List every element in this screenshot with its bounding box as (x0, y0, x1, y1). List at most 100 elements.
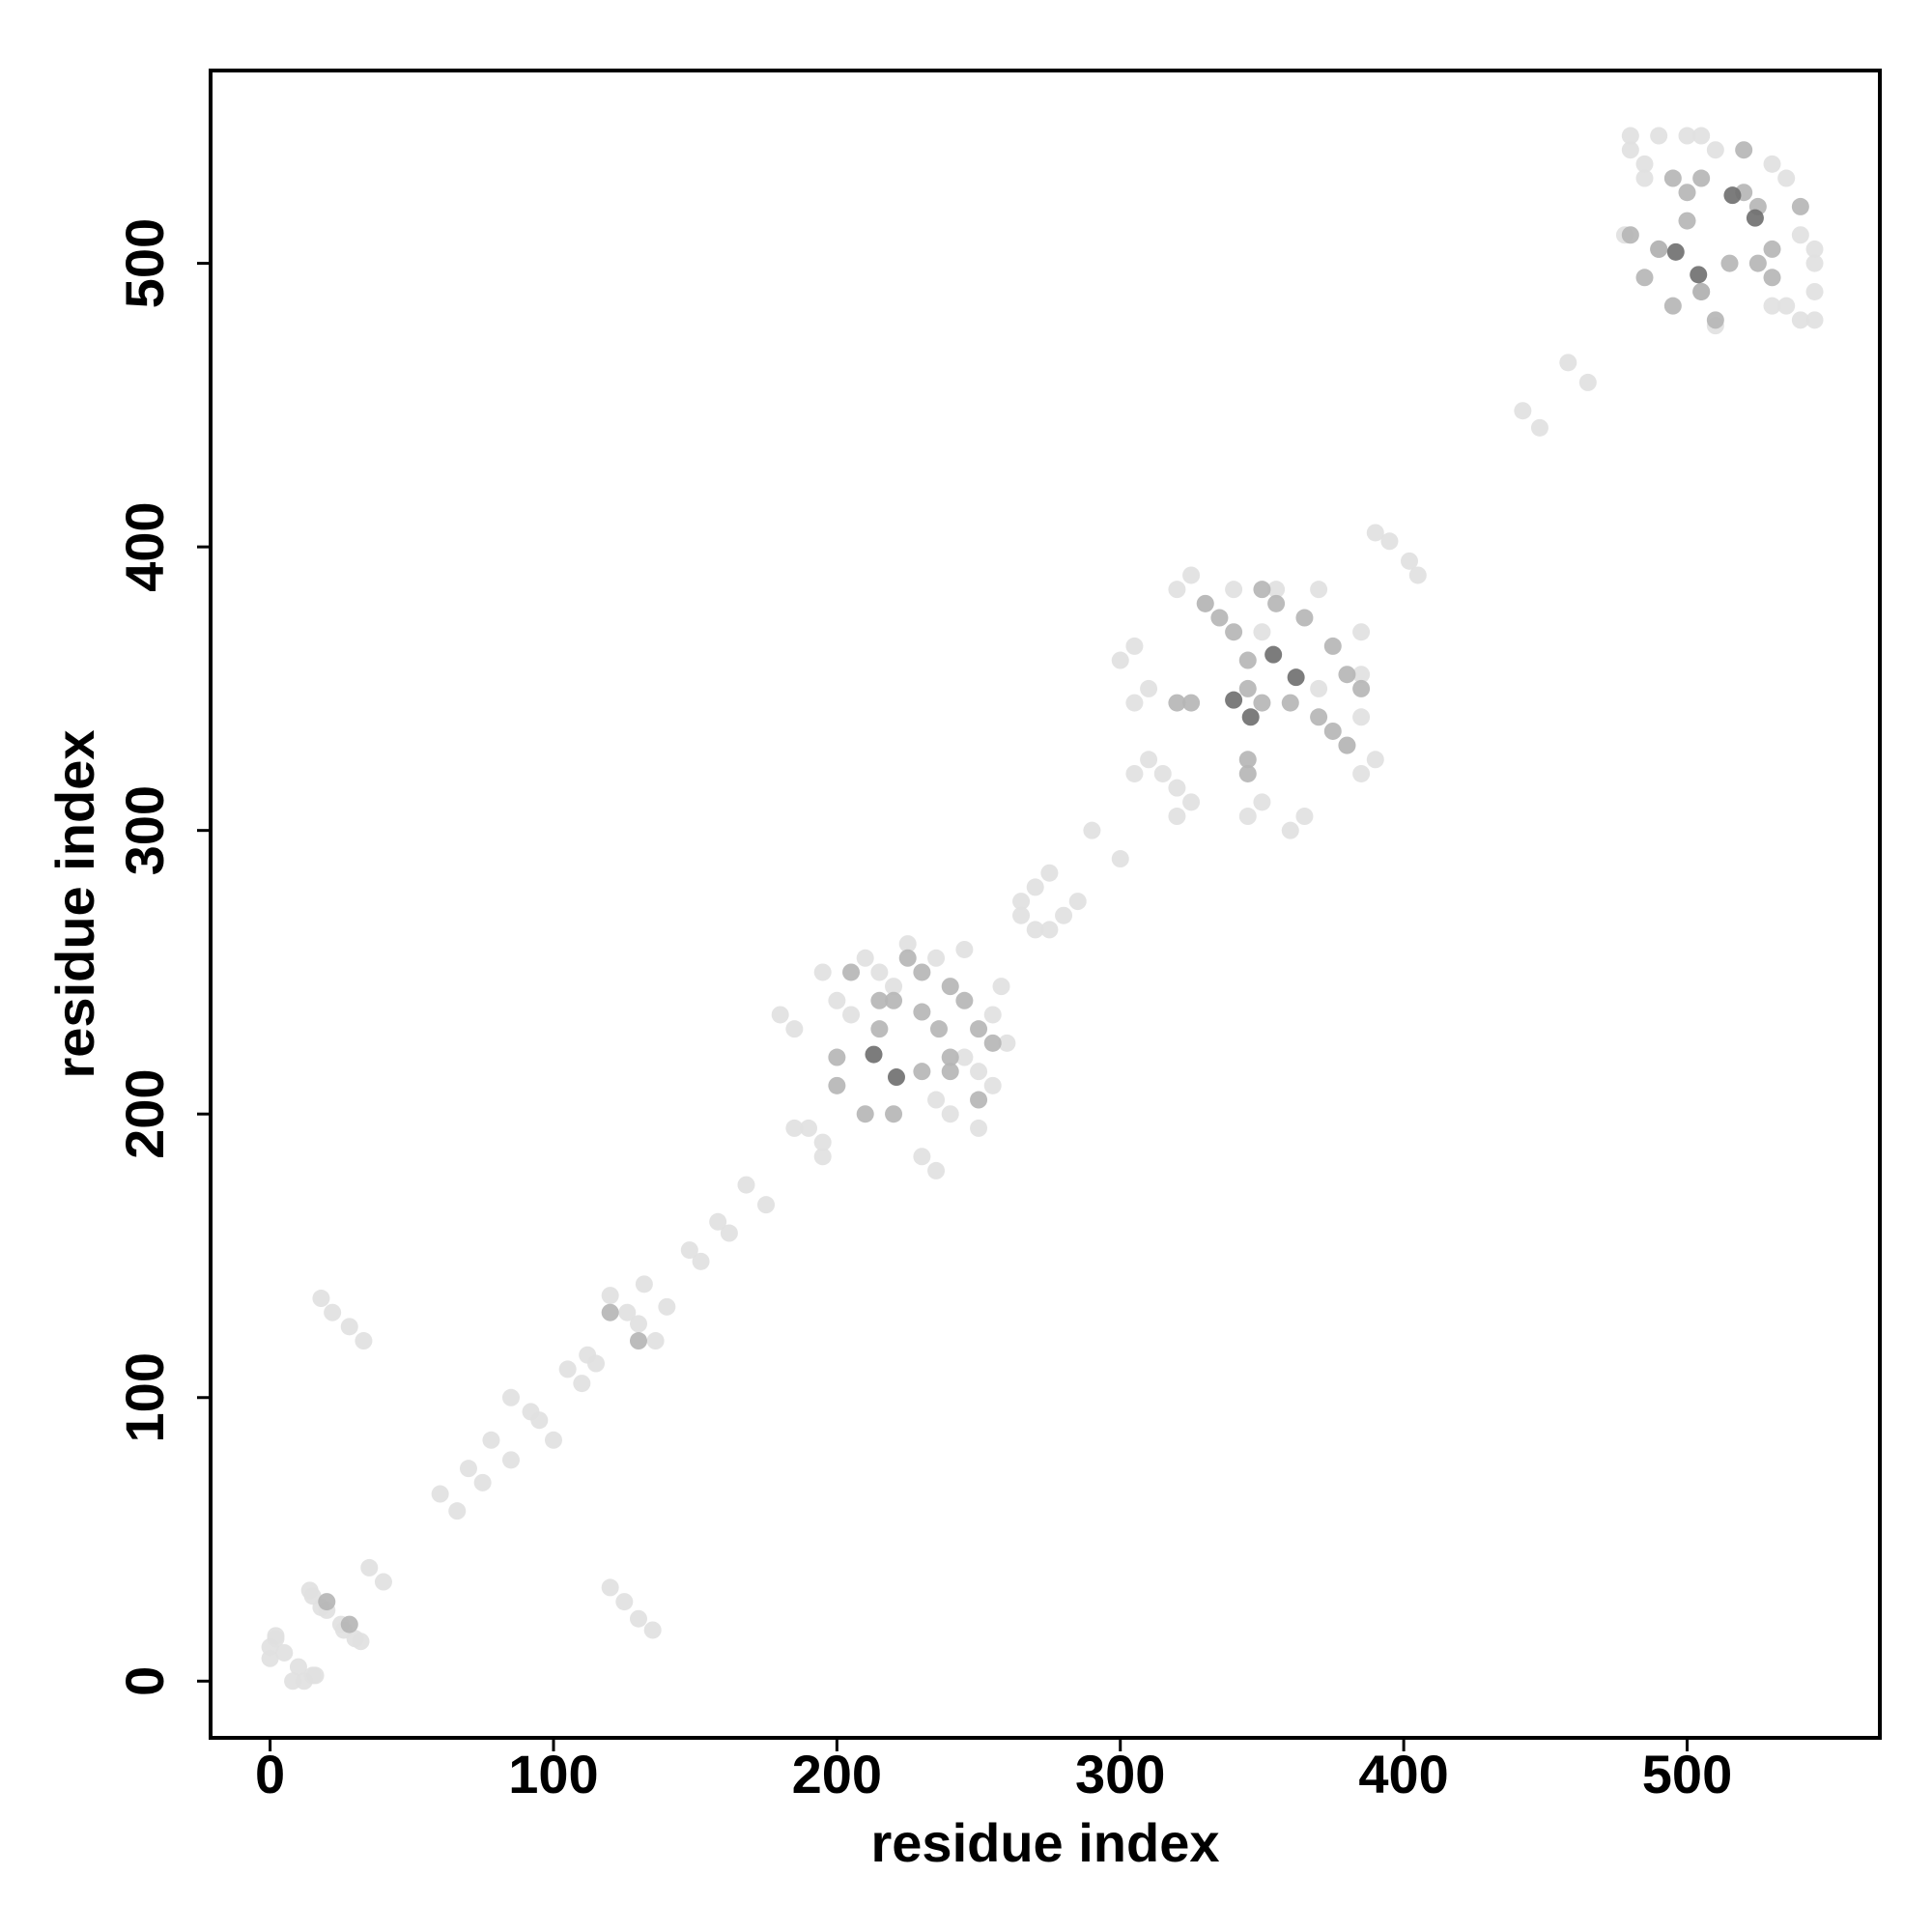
contact-point (720, 1224, 738, 1242)
contact-point (828, 991, 846, 1009)
contact-point (1238, 651, 1257, 669)
contact-point (318, 1593, 336, 1611)
contact-point (558, 1360, 577, 1378)
contact-point (1026, 878, 1044, 896)
contact-point (1111, 850, 1129, 868)
contact-point (1338, 666, 1356, 684)
contact-point (1253, 793, 1271, 811)
contact-point (658, 1297, 676, 1316)
contact-point (1530, 418, 1548, 437)
x-tick-label: 200 (792, 1744, 882, 1804)
x-axis-title: residue index (870, 1812, 1219, 1873)
contact-point (267, 1627, 285, 1645)
contact-point (289, 1658, 307, 1676)
contact-point (1352, 623, 1371, 641)
contact-point (1746, 209, 1764, 227)
contact-point (1225, 623, 1243, 641)
contact-point (1805, 282, 1824, 300)
contact-point (1352, 764, 1371, 782)
contact-point (1182, 793, 1201, 811)
contact-point (913, 1003, 931, 1021)
contact-point (1287, 668, 1305, 687)
contact-point (1281, 821, 1299, 839)
contact-point (813, 1148, 832, 1166)
contact-point (970, 1020, 988, 1038)
contact-point (870, 991, 889, 1009)
y-axis-title: residue index (44, 729, 105, 1078)
contact-point (1690, 266, 1708, 284)
x-tick-label: 100 (508, 1744, 598, 1804)
contact-point (970, 1091, 988, 1109)
contact-point (1621, 141, 1639, 159)
contact-point (983, 1034, 1002, 1052)
contact-point (1225, 691, 1243, 709)
contact-point (828, 1048, 846, 1066)
contact-point (941, 1048, 959, 1066)
contact-point (1253, 581, 1271, 599)
contact-point (970, 1119, 988, 1137)
contact-point (459, 1460, 477, 1478)
contact-point (1323, 722, 1342, 740)
contact-point (473, 1473, 492, 1492)
contact-point (941, 1105, 959, 1123)
contact-point (300, 1581, 319, 1600)
contact-point (303, 1666, 322, 1685)
contact-point (1295, 808, 1314, 826)
contact-point (1040, 921, 1059, 939)
contact-point (482, 1431, 500, 1449)
contact-point (360, 1558, 379, 1577)
contact-point (601, 1578, 619, 1597)
contact-point (1735, 141, 1753, 159)
contact-point (1678, 212, 1696, 230)
contact-point (1253, 623, 1271, 641)
contact-point (941, 978, 959, 996)
contact-point (885, 991, 903, 1009)
contact-point (1635, 155, 1654, 173)
contact-point (929, 1020, 948, 1038)
contact-point (927, 1161, 946, 1179)
contact-point (630, 1315, 648, 1333)
contact-point (1805, 240, 1824, 258)
contact-point (1111, 651, 1129, 669)
contact-point (275, 1643, 294, 1662)
contact-point (448, 1502, 467, 1520)
contact-point (692, 1252, 710, 1270)
contact-point (1692, 282, 1711, 300)
contact-point (1763, 297, 1781, 315)
y-tick-label: 500 (114, 218, 175, 308)
contact-point (573, 1375, 591, 1393)
contact-point (885, 1105, 903, 1123)
contact-point (1663, 169, 1682, 187)
contact-point (983, 1006, 1002, 1024)
contact-point (970, 1063, 988, 1081)
y-tick-label: 200 (114, 1068, 175, 1158)
contact-point (1621, 127, 1639, 145)
y-tick-label: 100 (114, 1352, 175, 1442)
contact-point (771, 1006, 789, 1024)
contact-point (1310, 708, 1328, 726)
contact-point (630, 1609, 648, 1628)
contact-point (1125, 637, 1144, 655)
contact-point (544, 1431, 562, 1449)
contact-point (865, 1045, 883, 1064)
contact-point (1352, 679, 1371, 697)
contact-point (898, 949, 917, 967)
contact-point (1635, 169, 1654, 187)
contact-point (1621, 226, 1639, 244)
contact-point (1723, 186, 1742, 205)
contact-point (856, 1105, 874, 1123)
contact-point (1720, 254, 1739, 272)
contact-point (586, 1354, 605, 1373)
contact-point (842, 963, 861, 981)
contact-point (1055, 906, 1073, 924)
contact-point (870, 1020, 889, 1038)
contact-point (643, 1621, 662, 1639)
contact-point (1408, 566, 1427, 584)
contact-point (813, 963, 832, 981)
contact-point (1238, 764, 1257, 782)
contact-point (1650, 127, 1668, 145)
contact-point (785, 1119, 804, 1137)
contact-point (885, 978, 903, 996)
